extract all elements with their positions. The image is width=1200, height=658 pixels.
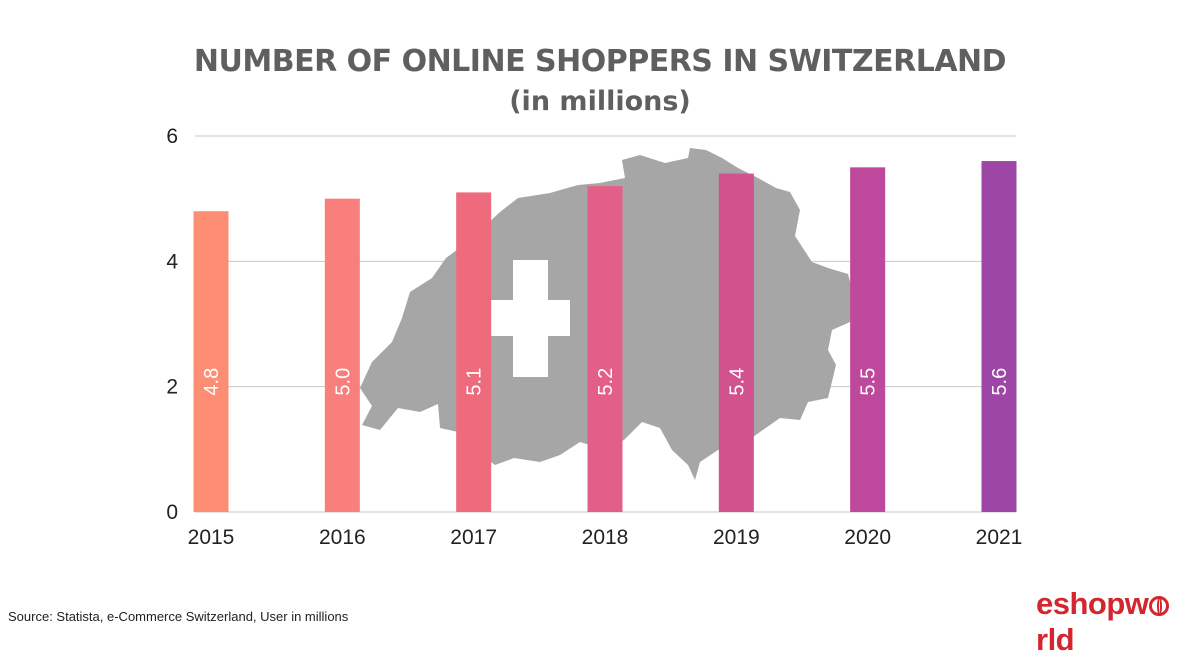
bar-2015 bbox=[193, 211, 229, 512]
x-tick-label-2017: 2017 bbox=[450, 526, 497, 549]
y-tick-label: 2 bbox=[166, 376, 178, 399]
x-tick-label-2016: 2016 bbox=[319, 526, 366, 549]
bar-2020 bbox=[850, 167, 886, 513]
y-tick-label: 0 bbox=[166, 501, 178, 524]
data-label-2017: 5.1 bbox=[464, 368, 486, 396]
x-tick-label-2018: 2018 bbox=[582, 526, 629, 549]
bar-2021 bbox=[981, 161, 1017, 513]
bar-2018 bbox=[587, 186, 623, 512]
chart-title: NUMBER OF ONLINE SHOPPERS IN SWITZERLAND bbox=[193, 44, 1007, 79]
source-note: Source: Statista, e-Commerce Switzerland… bbox=[8, 609, 349, 624]
globe-icon bbox=[1149, 596, 1170, 616]
x-tick-label-2015: 2015 bbox=[188, 526, 235, 549]
y-tick-label: 6 bbox=[166, 125, 178, 148]
bar-2019 bbox=[718, 173, 754, 512]
swiss-cross-horizontal bbox=[490, 300, 570, 336]
chart-subtitle: (in millions) bbox=[509, 86, 691, 117]
data-label-2016: 5.0 bbox=[332, 368, 354, 396]
y-tick-label: 4 bbox=[166, 250, 178, 273]
eshopworld-logo: eshopwrld bbox=[1036, 586, 1200, 658]
bar-2017 bbox=[456, 192, 492, 512]
x-tick-label-2019: 2019 bbox=[713, 526, 760, 549]
data-label-2021: 5.6 bbox=[989, 368, 1011, 396]
data-label-2015: 4.8 bbox=[201, 368, 223, 396]
x-axis-ticks: 2015 2016 2017 2018 2019 2020 2021 bbox=[188, 526, 1023, 549]
bar-2016 bbox=[324, 198, 360, 512]
data-label-2019: 5.4 bbox=[726, 368, 748, 396]
data-label-2020: 5.5 bbox=[858, 368, 880, 396]
data-label-2018: 5.2 bbox=[595, 368, 617, 396]
y-axis-ticks: 0 2 4 6 bbox=[166, 125, 178, 524]
x-tick-label-2021: 2021 bbox=[976, 526, 1023, 549]
data-labels: 4.8 5.0 5.1 5.2 5.4 5.5 5.6 bbox=[201, 368, 1011, 396]
bars bbox=[193, 161, 1017, 513]
x-tick-label-2020: 2020 bbox=[844, 526, 891, 549]
